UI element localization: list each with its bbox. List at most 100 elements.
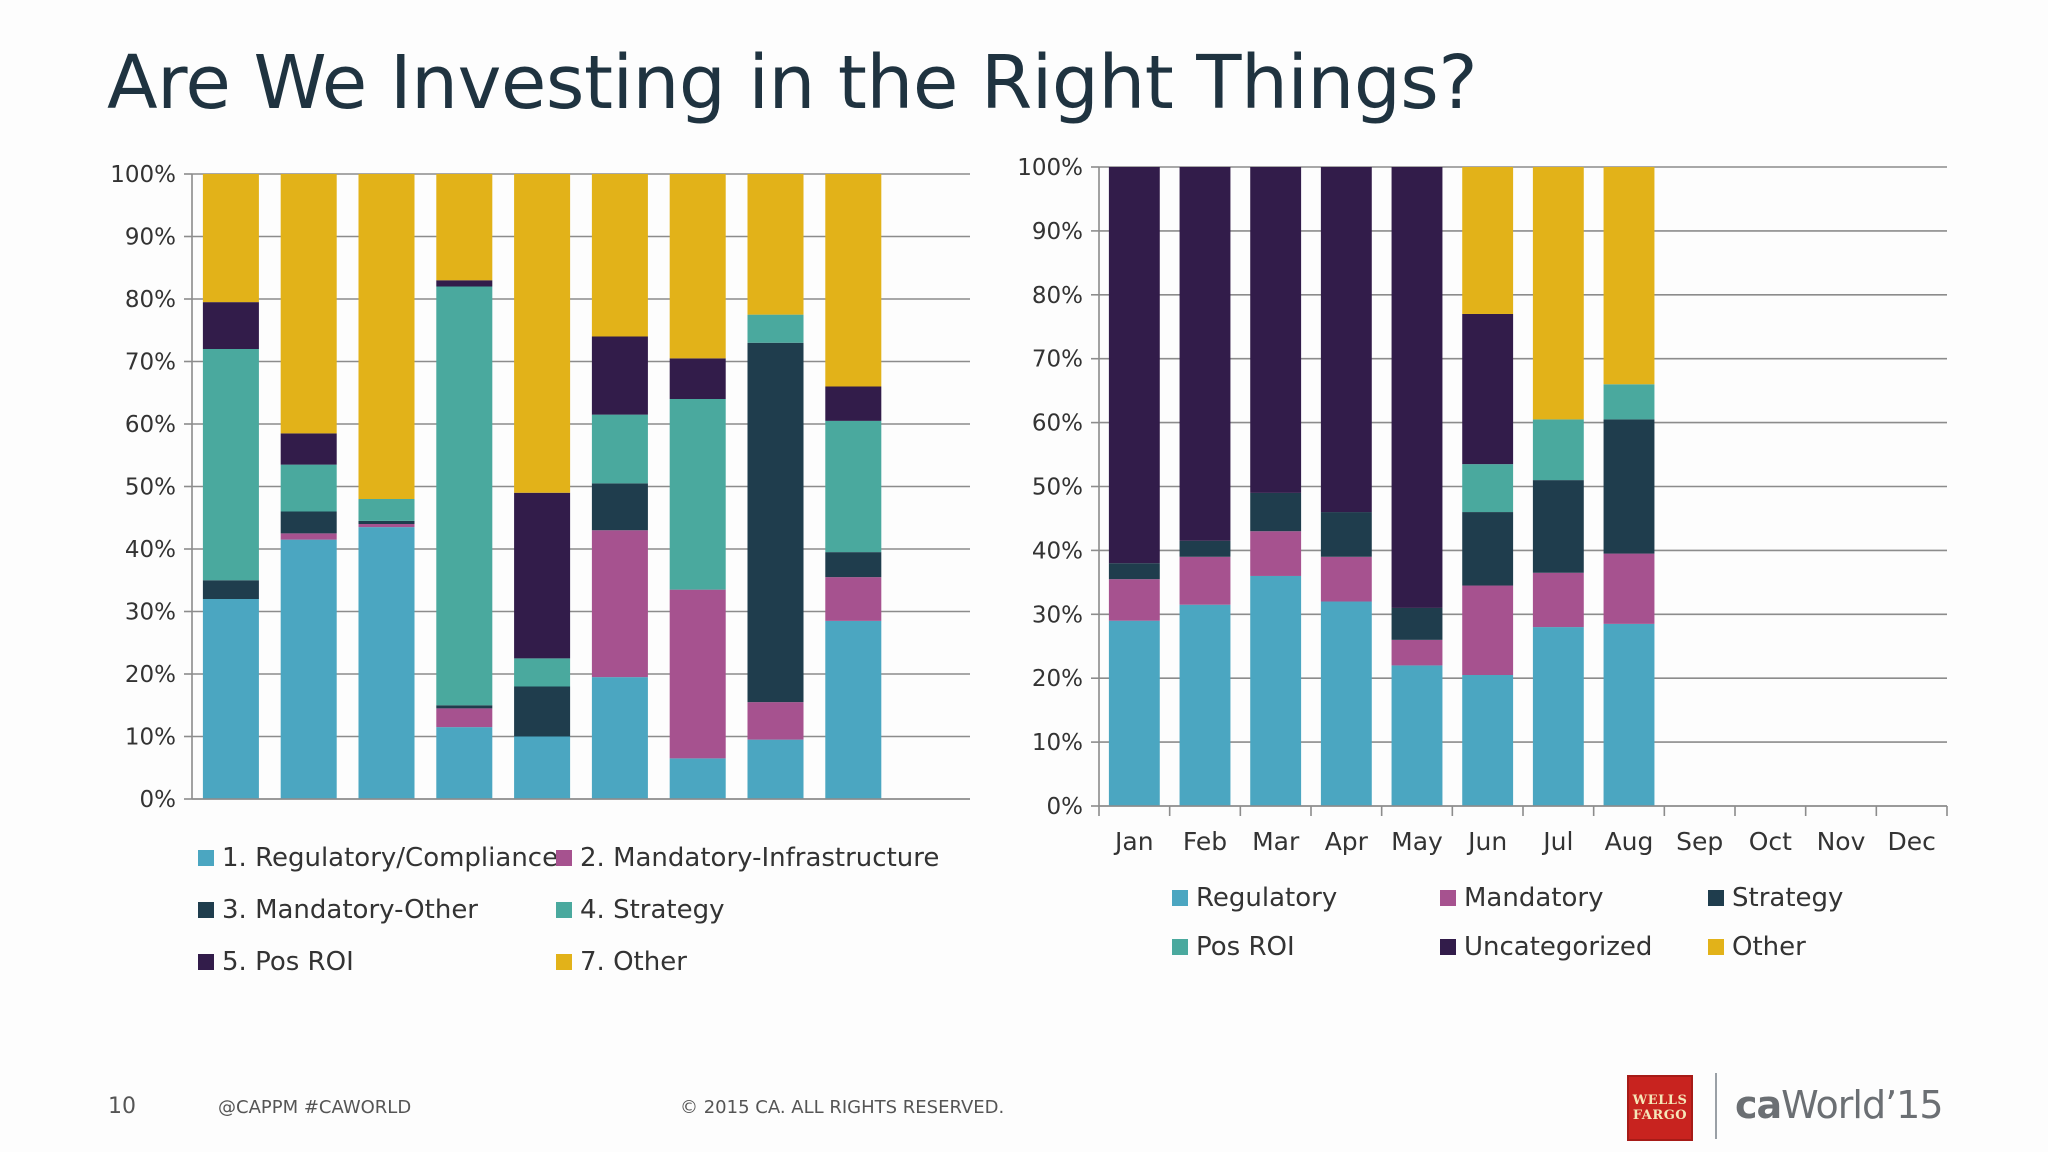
bar-segment: [1320, 601, 1372, 806]
bar-segment: [436, 708, 493, 728]
bar-segment: [747, 342, 804, 703]
legend-label: 1. Regulatory/Compliance: [222, 843, 558, 873]
legend-label: 7. Other: [580, 947, 687, 977]
slide-title: Are We Investing in the Right Things?: [107, 40, 1478, 126]
bar-segment: [1603, 384, 1655, 420]
bar-segment: [825, 174, 882, 387]
bar-segment: [825, 420, 882, 553]
bar-segment: [669, 758, 726, 799]
bar-segment: [1320, 556, 1372, 602]
bar-segment: [202, 302, 259, 349]
bar-segment: [747, 702, 804, 740]
bar-segment: [280, 533, 337, 540]
bar-segment: [1250, 575, 1302, 806]
bar-segment: [825, 552, 882, 578]
caworld-logo-name: World: [1781, 1083, 1886, 1127]
bar-segment: [202, 580, 259, 599]
legend-swatch: [556, 954, 572, 970]
bar-segment: [1179, 556, 1231, 605]
bar-segment: [358, 174, 415, 499]
legend-label: Other: [1732, 932, 1806, 962]
y-tick-label: 30%: [125, 600, 176, 626]
x-tick-label: Feb: [1183, 827, 1227, 856]
legend-swatch: [1440, 939, 1456, 955]
y-tick-label: 50%: [1032, 475, 1083, 501]
bar-segment: [591, 174, 648, 337]
bar-segment: [1179, 167, 1231, 541]
bar-segment: [1108, 167, 1160, 564]
bar-segment: [280, 174, 337, 434]
bar-segment: [1391, 639, 1443, 666]
legend-swatch: [556, 902, 572, 918]
bar-segment: [1603, 419, 1655, 554]
y-tick-label: 10%: [1032, 730, 1083, 756]
legend-swatch: [1172, 890, 1188, 906]
monthly-investment-chart: 0% 10% 20% 30% 40% 50% 60% 70% 80% 90% 100% Jan Feb M…: [1017, 155, 1948, 962]
bar-segment: [1603, 167, 1655, 385]
bar-segment: [358, 524, 415, 528]
bar-segment: [1179, 540, 1231, 557]
legend-label: Pos ROI: [1196, 932, 1295, 962]
bar-segment: [591, 483, 648, 531]
bar-segment: [1391, 665, 1443, 806]
y-tick-label: 50%: [125, 475, 176, 501]
bar-segment: [280, 539, 337, 799]
wells-fargo-logo-line1: WELLS: [1632, 1093, 1688, 1108]
legend-label: 3. Mandatory-Other: [222, 895, 478, 925]
bar-segment: [202, 349, 259, 581]
legend-swatch: [1440, 890, 1456, 906]
x-tick-label: Nov: [1817, 827, 1866, 856]
x-tick-label: Jan: [1113, 827, 1154, 856]
y-tick-label: 70%: [1032, 347, 1083, 373]
logo-divider: [1715, 1073, 1717, 1139]
bar-segment: [669, 399, 726, 590]
x-tick-label: Apr: [1325, 827, 1369, 856]
bar-segment: [1532, 480, 1584, 573]
bar-segment: [1320, 167, 1372, 513]
bar-segment: [825, 577, 882, 621]
bar-segment: [1532, 627, 1584, 806]
bar-segment: [669, 174, 726, 359]
bar-segment: [1462, 313, 1514, 465]
caworld-logo: caWorld’15: [1735, 1083, 1944, 1127]
y-tick-label: 40%: [1032, 538, 1083, 564]
bar-segment: [514, 492, 571, 659]
y-tick-label: 20%: [1032, 666, 1083, 692]
bar-segment: [436, 705, 493, 709]
bar-segment: [1391, 167, 1443, 608]
y-tick-label: 100%: [1017, 155, 1083, 181]
y-tick-label: 100%: [110, 162, 176, 188]
footer-handle: @CAPPM #CAWORLD: [218, 1097, 412, 1118]
legend-label: Regulatory: [1196, 883, 1337, 913]
legend-label: Mandatory: [1464, 883, 1603, 913]
bar-segment: [358, 520, 415, 524]
x-tick-label: Aug: [1605, 827, 1654, 856]
x-tick-label: Sep: [1676, 827, 1723, 856]
investment-category-chart: 0% 10% 20% 30% 40% 50% 60% 70% 80% 90% 100% 1. Regu…: [110, 162, 970, 977]
legend-label: 5. Pos ROI: [222, 947, 354, 977]
bar-segment: [514, 686, 571, 737]
legend-swatch: [1708, 890, 1724, 906]
bar-segment: [1603, 623, 1655, 806]
bar-segment: [747, 314, 804, 343]
bar-segment: [1320, 512, 1372, 557]
legend-swatch: [1172, 939, 1188, 955]
bar-segment: [436, 286, 493, 706]
slide-number: 10: [108, 1094, 136, 1119]
bar-segment: [514, 658, 571, 687]
bar-segment: [202, 599, 259, 799]
y-tick-label: 30%: [1032, 602, 1083, 628]
y-tick-label: 70%: [125, 350, 176, 376]
bar-segment: [280, 511, 337, 534]
bar-segment: [202, 174, 259, 303]
bar-segment: [1532, 167, 1584, 420]
bar-segment: [591, 414, 648, 484]
bar-segment: [669, 589, 726, 759]
bar-segment: [358, 527, 415, 799]
bar-segment: [358, 499, 415, 521]
bar-segment: [1250, 167, 1302, 493]
y-tick-label: 90%: [125, 225, 176, 251]
bar-segment: [1108, 620, 1160, 806]
legend-label: Strategy: [1732, 883, 1843, 913]
wells-fargo-logo-line2: FARGO: [1632, 1108, 1688, 1123]
